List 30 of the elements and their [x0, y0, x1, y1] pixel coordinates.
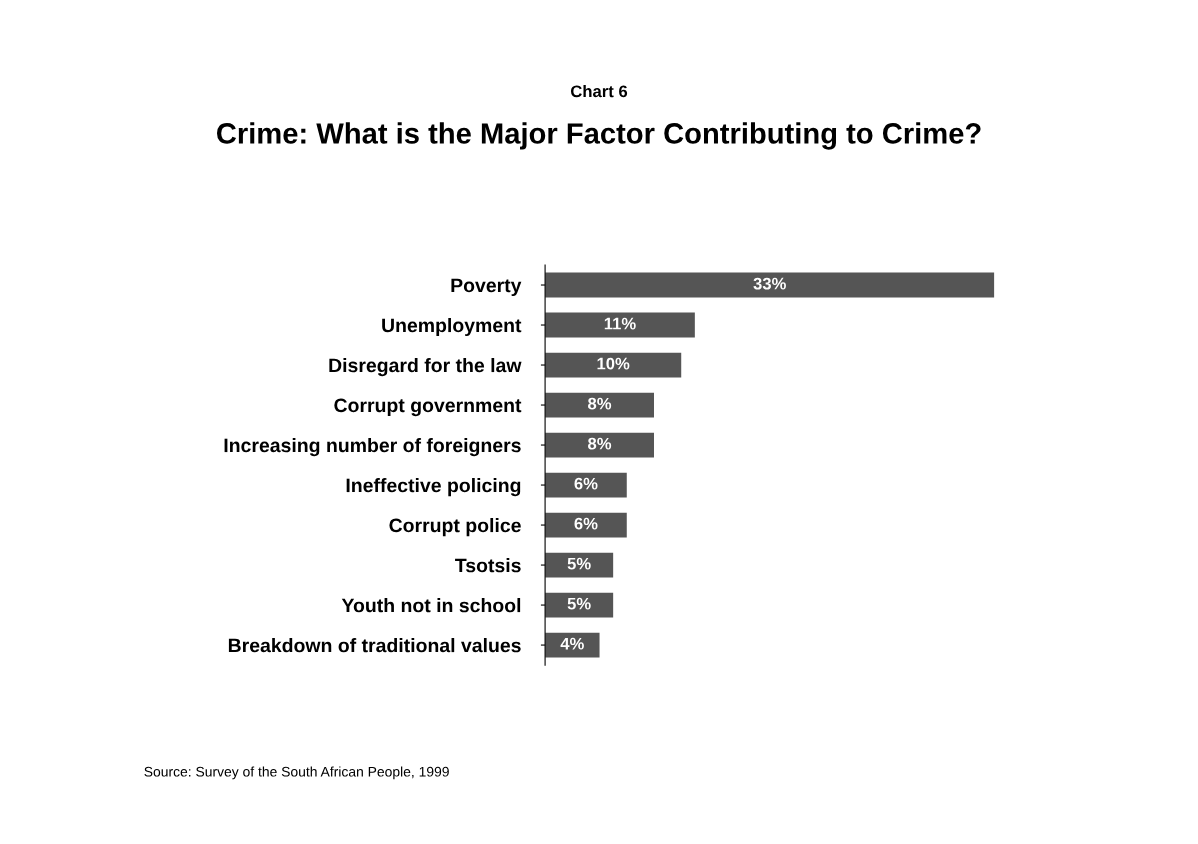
data-label: 8% — [588, 397, 612, 410]
data-label: 4% — [560, 637, 584, 650]
source-note: Source: Survey of the South African People, 1999 — [144, 766, 449, 780]
y-tick-label: Corrupt police — [389, 518, 521, 537]
bar — [545, 352, 682, 378]
y-tick-label: Tsotsis — [455, 558, 521, 573]
data-label: 5% — [567, 597, 591, 610]
bar — [545, 512, 627, 538]
chart-title: Crime: What is the Major Factor Contributing to Crime? — [216, 122, 981, 150]
data-label: 33% — [753, 277, 786, 290]
y-tick-label: Increasing number of foreigners — [224, 438, 521, 457]
data-label: 10% — [597, 357, 630, 370]
y-tick-label: Disregard for the law — [329, 357, 522, 377]
bar — [545, 272, 995, 298]
bar — [545, 392, 654, 418]
y-tick-label: Ineffective policing — [346, 478, 521, 497]
chart-subtitle: Chart 6 — [570, 84, 628, 98]
y-tick-label: Youth not in school — [341, 598, 521, 613]
bar — [545, 472, 627, 498]
bar — [545, 312, 695, 338]
bar — [545, 432, 654, 458]
y-tick-label: Poverty — [451, 278, 522, 297]
y-tick-label: Breakdown of traditional values — [228, 638, 521, 653]
data-label: 6% — [574, 477, 598, 490]
data-label: 11% — [604, 317, 636, 330]
data-label: 8% — [588, 437, 612, 450]
data-label: 6% — [574, 517, 598, 530]
y-tick-label: Corrupt government — [334, 398, 522, 417]
y-tick-label: Unemployment — [382, 317, 522, 337]
data-label: 5% — [567, 557, 591, 570]
